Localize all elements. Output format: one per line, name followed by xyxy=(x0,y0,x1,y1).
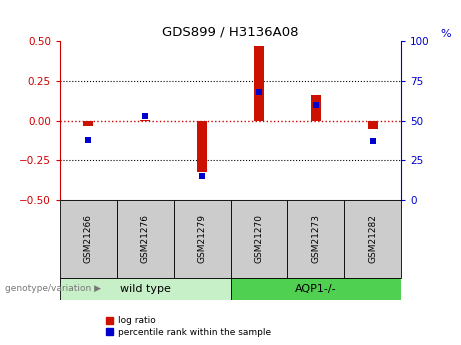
Text: AQP1-/-: AQP1-/- xyxy=(295,284,337,294)
Bar xyxy=(140,120,150,121)
Bar xyxy=(174,200,230,278)
Bar xyxy=(117,200,174,278)
Text: GSM21273: GSM21273 xyxy=(311,214,320,264)
Bar xyxy=(367,121,378,129)
Text: %: % xyxy=(440,29,450,39)
Text: genotype/variation ▶: genotype/variation ▶ xyxy=(5,284,100,294)
Bar xyxy=(60,278,230,300)
Text: GSM21279: GSM21279 xyxy=(198,214,207,264)
Bar xyxy=(197,121,207,171)
Bar xyxy=(230,278,401,300)
Bar xyxy=(344,200,401,278)
Bar xyxy=(287,200,344,278)
Bar xyxy=(83,121,94,126)
Bar xyxy=(311,95,321,121)
Bar xyxy=(60,200,117,278)
Bar xyxy=(254,46,264,121)
Text: GSM21276: GSM21276 xyxy=(141,214,150,264)
Title: GDS899 / H3136A08: GDS899 / H3136A08 xyxy=(162,26,299,39)
Text: GSM21270: GSM21270 xyxy=(254,214,263,264)
Text: wild type: wild type xyxy=(120,284,171,294)
Bar xyxy=(230,200,287,278)
Legend: log ratio, percentile rank within the sample: log ratio, percentile rank within the sa… xyxy=(106,316,271,337)
Text: GSM21266: GSM21266 xyxy=(84,214,93,264)
Text: GSM21282: GSM21282 xyxy=(368,215,377,263)
